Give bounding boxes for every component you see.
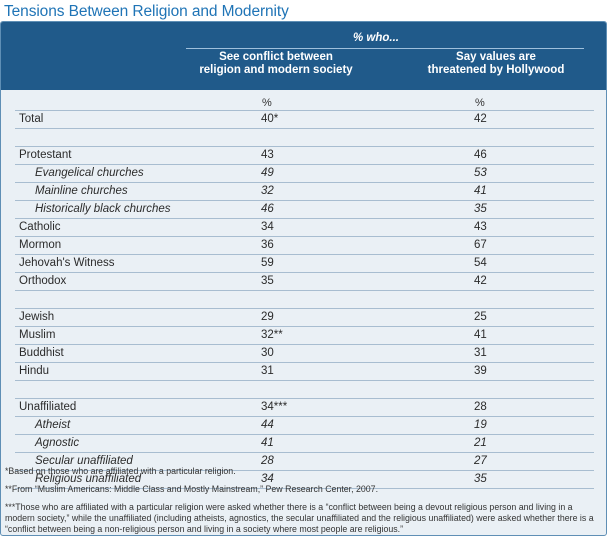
row-label: Protestant (19, 149, 72, 161)
row-label: Agnostic (35, 437, 80, 449)
hollywood-value: 41 (474, 185, 487, 197)
row-label: Hindu (19, 365, 50, 377)
table-row: Atheist 44 19 (15, 417, 594, 435)
hollywood-value: 35 (474, 473, 487, 485)
footnote-1: *Based on those who are affiliated with … (5, 466, 236, 476)
row-label: Secular unaffiliated (35, 455, 133, 467)
table-row: Evangelical churches 49 53 (15, 165, 594, 183)
table-row: Historically black churches 46 35 (15, 201, 594, 219)
hollywood-value: 25 (474, 311, 487, 323)
hollywood-value: 19 (474, 419, 487, 431)
row-label: Mormon (19, 239, 62, 251)
row-label: Catholic (19, 221, 61, 233)
column-header-hollywood-line2: threatened by Hollywood (427, 64, 565, 76)
header-divider (186, 48, 584, 49)
table-row: Muslim 32** 41 (15, 327, 594, 345)
conflict-value: 35 (261, 275, 274, 287)
conflict-value: 30 (261, 347, 274, 359)
column-header-conflict-line2: religion and modern society (199, 64, 353, 76)
table-row: Jehovah's Witness 59 54 (15, 255, 594, 273)
group-spacer (15, 381, 594, 398)
group-spacer (15, 129, 594, 146)
table-row: Religious unaffiliated 34 35 (15, 471, 594, 489)
footnote-2: **From “Muslim Americans: Middle Class a… (5, 484, 379, 494)
row-label: Atheist (35, 419, 71, 431)
table-row: Buddhist 30 31 (15, 345, 594, 363)
row-label: Orthodox (19, 275, 67, 287)
table-row: Jewish 29 25 (15, 308, 594, 327)
header-who-label: % who... (353, 32, 399, 44)
hollywood-value: 27 (474, 455, 487, 467)
table-row: Orthodox 35 42 (15, 273, 594, 291)
hollywood-value: 42 (474, 113, 487, 125)
row-label: Mainline churches (35, 185, 128, 197)
unit-label-col1: % (262, 97, 272, 109)
table-row: Unaffiliated 34*** 28 (15, 398, 594, 417)
row-label: Total (19, 113, 44, 125)
table-header: % who... See conflict between religion a… (1, 22, 606, 90)
conflict-value: 34 (261, 221, 274, 233)
conflict-value: 32** (261, 329, 283, 341)
hollywood-value: 42 (474, 275, 487, 287)
conflict-value: 32 (261, 185, 274, 197)
conflict-value: 43 (261, 149, 274, 161)
row-label: Historically black churches (35, 203, 171, 215)
column-header-conflict-line1: See conflict between (219, 51, 333, 63)
conflict-value: 59 (261, 257, 274, 269)
column-header-hollywood: Say values are threatened by Hollywood (401, 51, 591, 77)
hollywood-value: 54 (474, 257, 487, 269)
row-label: Jewish (19, 311, 55, 323)
table-row: Mainline churches 32 41 (15, 183, 594, 201)
row-label: Buddhist (19, 347, 64, 359)
hollywood-value: 39 (474, 365, 487, 377)
row-label: Unaffiliated (19, 401, 77, 413)
table-row: Hindu 31 39 (15, 363, 594, 381)
page-title: Tensions Between Religion and Modernity (4, 3, 289, 20)
conflict-value: 34 (261, 473, 274, 485)
conflict-value: 46 (261, 203, 274, 215)
conflict-value: 36 (261, 239, 274, 251)
conflict-value: 31 (261, 365, 274, 377)
footnote-3: ***Those who are affiliated with a parti… (5, 502, 594, 534)
hollywood-value: 67 (474, 239, 487, 251)
table-row: Catholic 34 43 (15, 219, 594, 237)
conflict-value: 40* (261, 113, 279, 125)
row-label: Evangelical churches (35, 167, 144, 179)
table-row: Mormon 36 67 (15, 237, 594, 255)
hollywood-value: 35 (474, 203, 487, 215)
row-label: Muslim (19, 329, 56, 341)
unit-label-col2: % (475, 97, 485, 109)
conflict-value: 34*** (261, 401, 288, 413)
table-panel: % who... See conflict between religion a… (0, 21, 607, 536)
hollywood-value: 46 (474, 149, 487, 161)
column-header-hollywood-line1: Say values are (456, 51, 536, 63)
column-header-conflict: See conflict between religion and modern… (181, 51, 371, 77)
hollywood-value: 28 (474, 401, 487, 413)
table-row: Total 40* 42 (15, 110, 594, 129)
hollywood-value: 43 (474, 221, 487, 233)
conflict-value: 29 (261, 311, 274, 323)
conflict-value: 28 (261, 455, 274, 467)
row-label: Religious unaffiliated (35, 473, 142, 485)
conflict-value: 44 (261, 419, 274, 431)
hollywood-value: 41 (474, 329, 487, 341)
data-rows: Total 40* 42 Protestant 43 46 Evangelical chur… (15, 110, 594, 489)
row-label: Jehovah's Witness (19, 257, 115, 269)
conflict-value: 41 (261, 437, 274, 449)
table-row: Protestant 43 46 (15, 146, 594, 165)
table-row: Secular unaffiliated 28 27 (15, 453, 594, 471)
hollywood-value: 53 (474, 167, 487, 179)
hollywood-value: 31 (474, 347, 487, 359)
table-row: Agnostic 41 21 (15, 435, 594, 453)
group-spacer (15, 291, 594, 308)
conflict-value: 49 (261, 167, 274, 179)
hollywood-value: 21 (474, 437, 487, 449)
footnotes: *Based on those who are affiliated with … (5, 466, 595, 542)
